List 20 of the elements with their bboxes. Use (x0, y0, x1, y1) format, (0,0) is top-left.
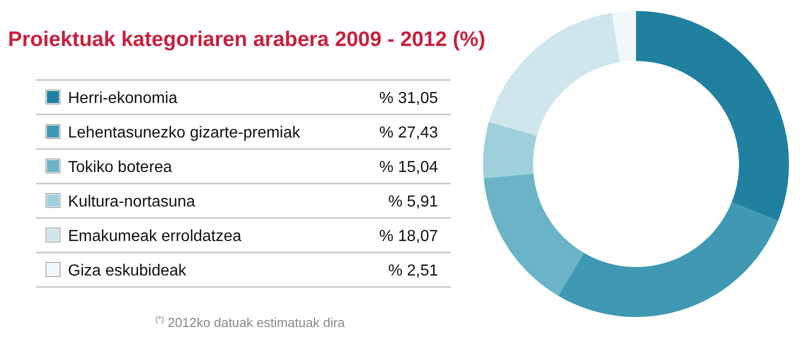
data-label: % 18,07 (379, 228, 438, 245)
text: $^{(*)}$ 2012ko datuak estimatuak dira (155, 314, 346, 330)
legend-label: Giza eskubideak (68, 262, 188, 280)
donut-slice (636, 11, 789, 221)
text: Proiektuak kategoriaren arabera 2009 - 2012 (%) (8, 28, 486, 51)
donut-slice (484, 174, 584, 296)
data-label: % 31,05 (379, 90, 438, 107)
legend-label: Emakumeak erroldatzea (68, 228, 242, 245)
legend-label: Herri-ekonomia (68, 90, 178, 107)
donut-slice (558, 202, 778, 317)
data-label: % 2,51 (388, 262, 438, 280)
data-label: % 5,91 (388, 194, 438, 210)
donut-slice (612, 11, 636, 62)
data-label: % 15,04 (379, 159, 438, 176)
data-label: % 27,43 (379, 124, 438, 142)
legend-label: Lehentasunezko gizarte-premiak (68, 124, 302, 142)
legend-label: Tokiko boterea (68, 159, 172, 176)
donut-slice (488, 12, 620, 136)
donut-slice (483, 122, 537, 178)
legend-label: Kultura-nortasuna (68, 194, 196, 210)
